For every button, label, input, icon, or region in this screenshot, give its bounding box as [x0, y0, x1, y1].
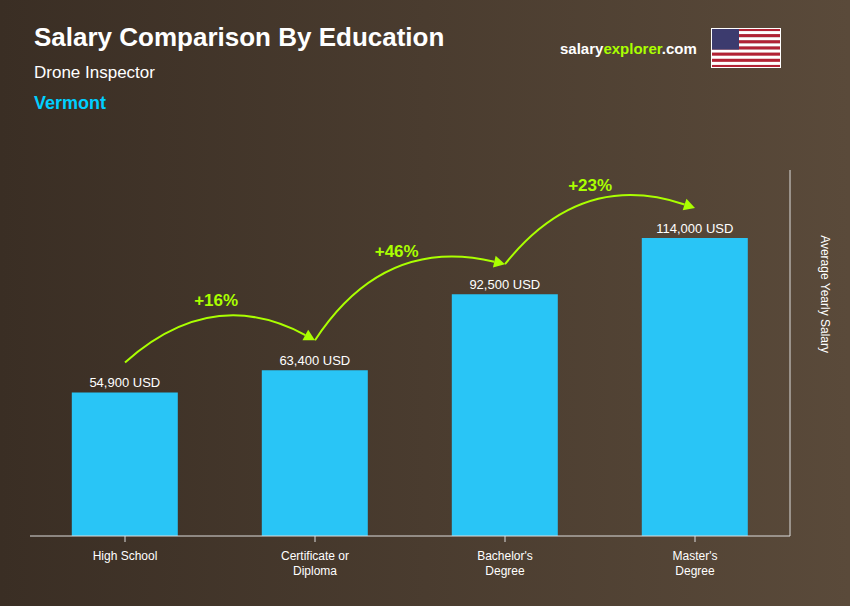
html-text:Vermont: Vermont	[34, 93, 106, 113]
svg-text:54,900 USD: 54,900 USD	[89, 375, 160, 390]
svg-text:Certificate orDiploma: Certificate orDiploma	[281, 549, 349, 578]
svg-text:92,500 USD: 92,500 USD	[469, 277, 540, 292]
svg-text:+23%: +23%	[568, 176, 612, 195]
html-text:Salary Comparison By Education: Salary Comparison By Education	[34, 22, 445, 52]
svg-text:63,400 USD: 63,400 USD	[279, 353, 350, 368]
svg-text:Master'sDegree: Master'sDegree	[673, 549, 718, 578]
svg-text:+16%: +16%	[194, 291, 238, 310]
svg-text:Bachelor'sDegree: Bachelor'sDegree	[477, 549, 533, 578]
svg-text:114,000 USD: 114,000 USD	[656, 221, 733, 236]
html-text:Drone Inspector: Drone Inspector	[34, 63, 155, 82]
svg-text:Average Yearly Salary: Average Yearly Salary	[818, 235, 832, 353]
html-text:salary explorer.com: salary explorer.com	[560, 39, 697, 57]
svg-text:+46%: +46%	[375, 242, 419, 261]
svg-text:High School: High School	[93, 549, 158, 563]
